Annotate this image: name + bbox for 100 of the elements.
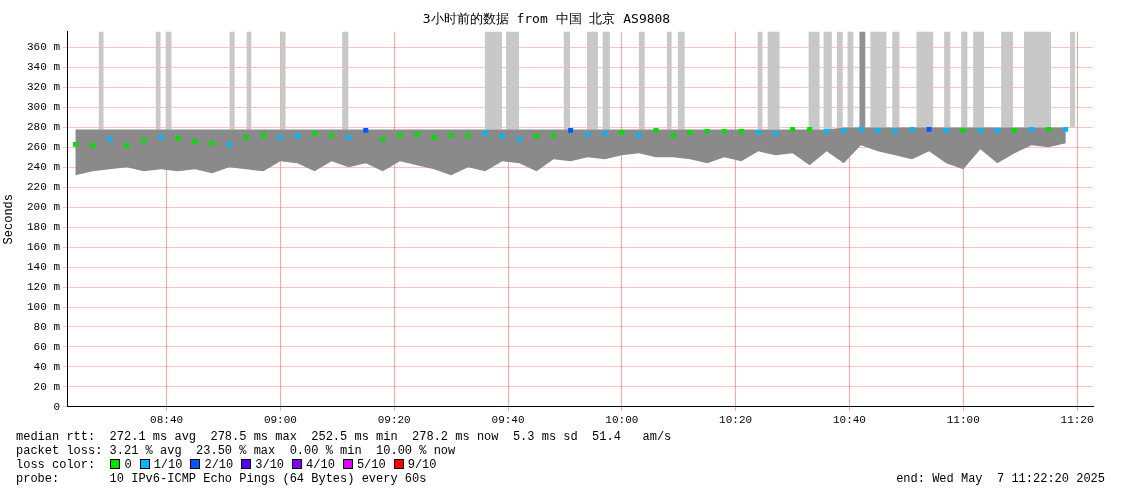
- point: [1012, 127, 1017, 133]
- y-tick-label: 160 m: [26, 241, 61, 254]
- point: [1029, 126, 1035, 132]
- y-tick-label: 220 m: [26, 181, 61, 194]
- point: [277, 134, 283, 140]
- point: [568, 127, 574, 133]
- point: [943, 127, 949, 133]
- point: [363, 127, 369, 133]
- point: [329, 132, 335, 138]
- legend-label: 4/10: [306, 458, 335, 472]
- chart-title: 3小时前的数据 from 中国 北京 AS9808: [422, 11, 671, 27]
- point: [670, 132, 676, 138]
- point: [431, 134, 437, 140]
- x-tick-label: 11:20: [1060, 414, 1094, 427]
- legend-label: 0: [124, 458, 132, 472]
- point: [790, 126, 796, 132]
- point: [977, 127, 983, 133]
- point: [192, 138, 198, 144]
- point: [585, 131, 591, 137]
- text: median rtt: 272.1 ms avg 278.5 ms max 252.5 ms min 278.2 ms now 5.3 ms sd 51.4 am/s: [15, 430, 673, 444]
- y-tick-label: 240 m: [26, 161, 61, 174]
- y-tick-label: 260 m: [26, 141, 61, 154]
- point: [551, 132, 557, 138]
- point: [807, 126, 813, 132]
- point: [533, 133, 539, 139]
- point: [841, 127, 847, 133]
- x-tick-label: 09:00: [263, 414, 297, 427]
- point: [738, 128, 744, 134]
- point: [141, 137, 147, 143]
- y-tick-label: 80 m: [33, 320, 61, 333]
- y-axis-title: Seconds: [2, 193, 17, 245]
- point: [926, 126, 932, 132]
- point: [294, 133, 300, 139]
- point: [858, 126, 864, 132]
- point: [499, 133, 505, 139]
- point: [1063, 126, 1069, 132]
- point: [994, 127, 1000, 133]
- legend-label: 9/10: [407, 458, 437, 472]
- point: [397, 132, 403, 138]
- point: [380, 136, 386, 142]
- x-tick-label: 09:20: [377, 414, 411, 427]
- point: [516, 136, 522, 142]
- point: [755, 129, 761, 135]
- y-tick-label: 300 m: [26, 101, 61, 114]
- x-tick-label: 09:40: [491, 414, 525, 427]
- point: [414, 131, 420, 137]
- x-tick-label: 10:20: [719, 414, 753, 427]
- point: [636, 132, 642, 138]
- point: [107, 136, 113, 142]
- point: [892, 128, 898, 134]
- y-tick-label: 280 m: [26, 121, 61, 134]
- legend-title: loss color:: [16, 458, 96, 472]
- x-tick-label: 10:40: [832, 414, 866, 427]
- point: [704, 128, 710, 134]
- point: [619, 129, 625, 135]
- point: [124, 142, 130, 148]
- y-tick-label: 200 m: [26, 201, 61, 214]
- legend-label: 1/10: [153, 458, 183, 472]
- text: packet loss: 3.21 % avg 23.50 % max 0.00 % min 10.00 % now: [15, 444, 457, 458]
- x-tick-label: 08:40: [150, 414, 184, 427]
- point: [482, 130, 488, 136]
- point: [687, 129, 693, 135]
- point: [243, 134, 249, 140]
- point: [602, 130, 608, 136]
- y-tick-label: 180 m: [26, 221, 61, 234]
- text: end: Wed May 7 11:22:20 2025: [896, 472, 1105, 486]
- point: [772, 130, 778, 136]
- point: [260, 132, 266, 138]
- point: [448, 132, 454, 138]
- point: [909, 126, 915, 132]
- point: [1046, 126, 1052, 132]
- y-tick-label: 360 m: [26, 41, 61, 54]
- legend-label: 3/10: [255, 458, 285, 472]
- legend-label: 5/10: [356, 458, 386, 472]
- point: [465, 132, 471, 138]
- y-tick-label: 0: [53, 400, 60, 413]
- x-tick-label: 11:00: [946, 414, 980, 427]
- point: [960, 127, 966, 133]
- point: [721, 128, 727, 134]
- point: [875, 127, 881, 133]
- point: [73, 141, 79, 147]
- y-tick-label: 120 m: [26, 280, 61, 293]
- point: [824, 128, 830, 134]
- point: [653, 127, 659, 133]
- y-tick-label: 140 m: [26, 261, 61, 273]
- point: [158, 134, 164, 140]
- point: [209, 140, 215, 146]
- y-tick-label: 60 m: [33, 340, 61, 353]
- point: [90, 142, 96, 148]
- y-tick-label: 100 m: [26, 300, 61, 313]
- x-tick-label: 10:00: [605, 414, 639, 427]
- y-tick-label: 320 m: [26, 81, 61, 94]
- point: [312, 130, 318, 136]
- legend-label: 2/10: [204, 458, 234, 472]
- text: probe: 10 IPv6-ICMP Echo Pings (64 Bytes) every 60s: [16, 472, 427, 486]
- y-tick-label: 40 m: [33, 360, 61, 373]
- point: [226, 141, 232, 147]
- y-tick-label: 20 m: [33, 380, 61, 393]
- point: [346, 134, 352, 140]
- y-tick-label: 340 m: [26, 61, 61, 74]
